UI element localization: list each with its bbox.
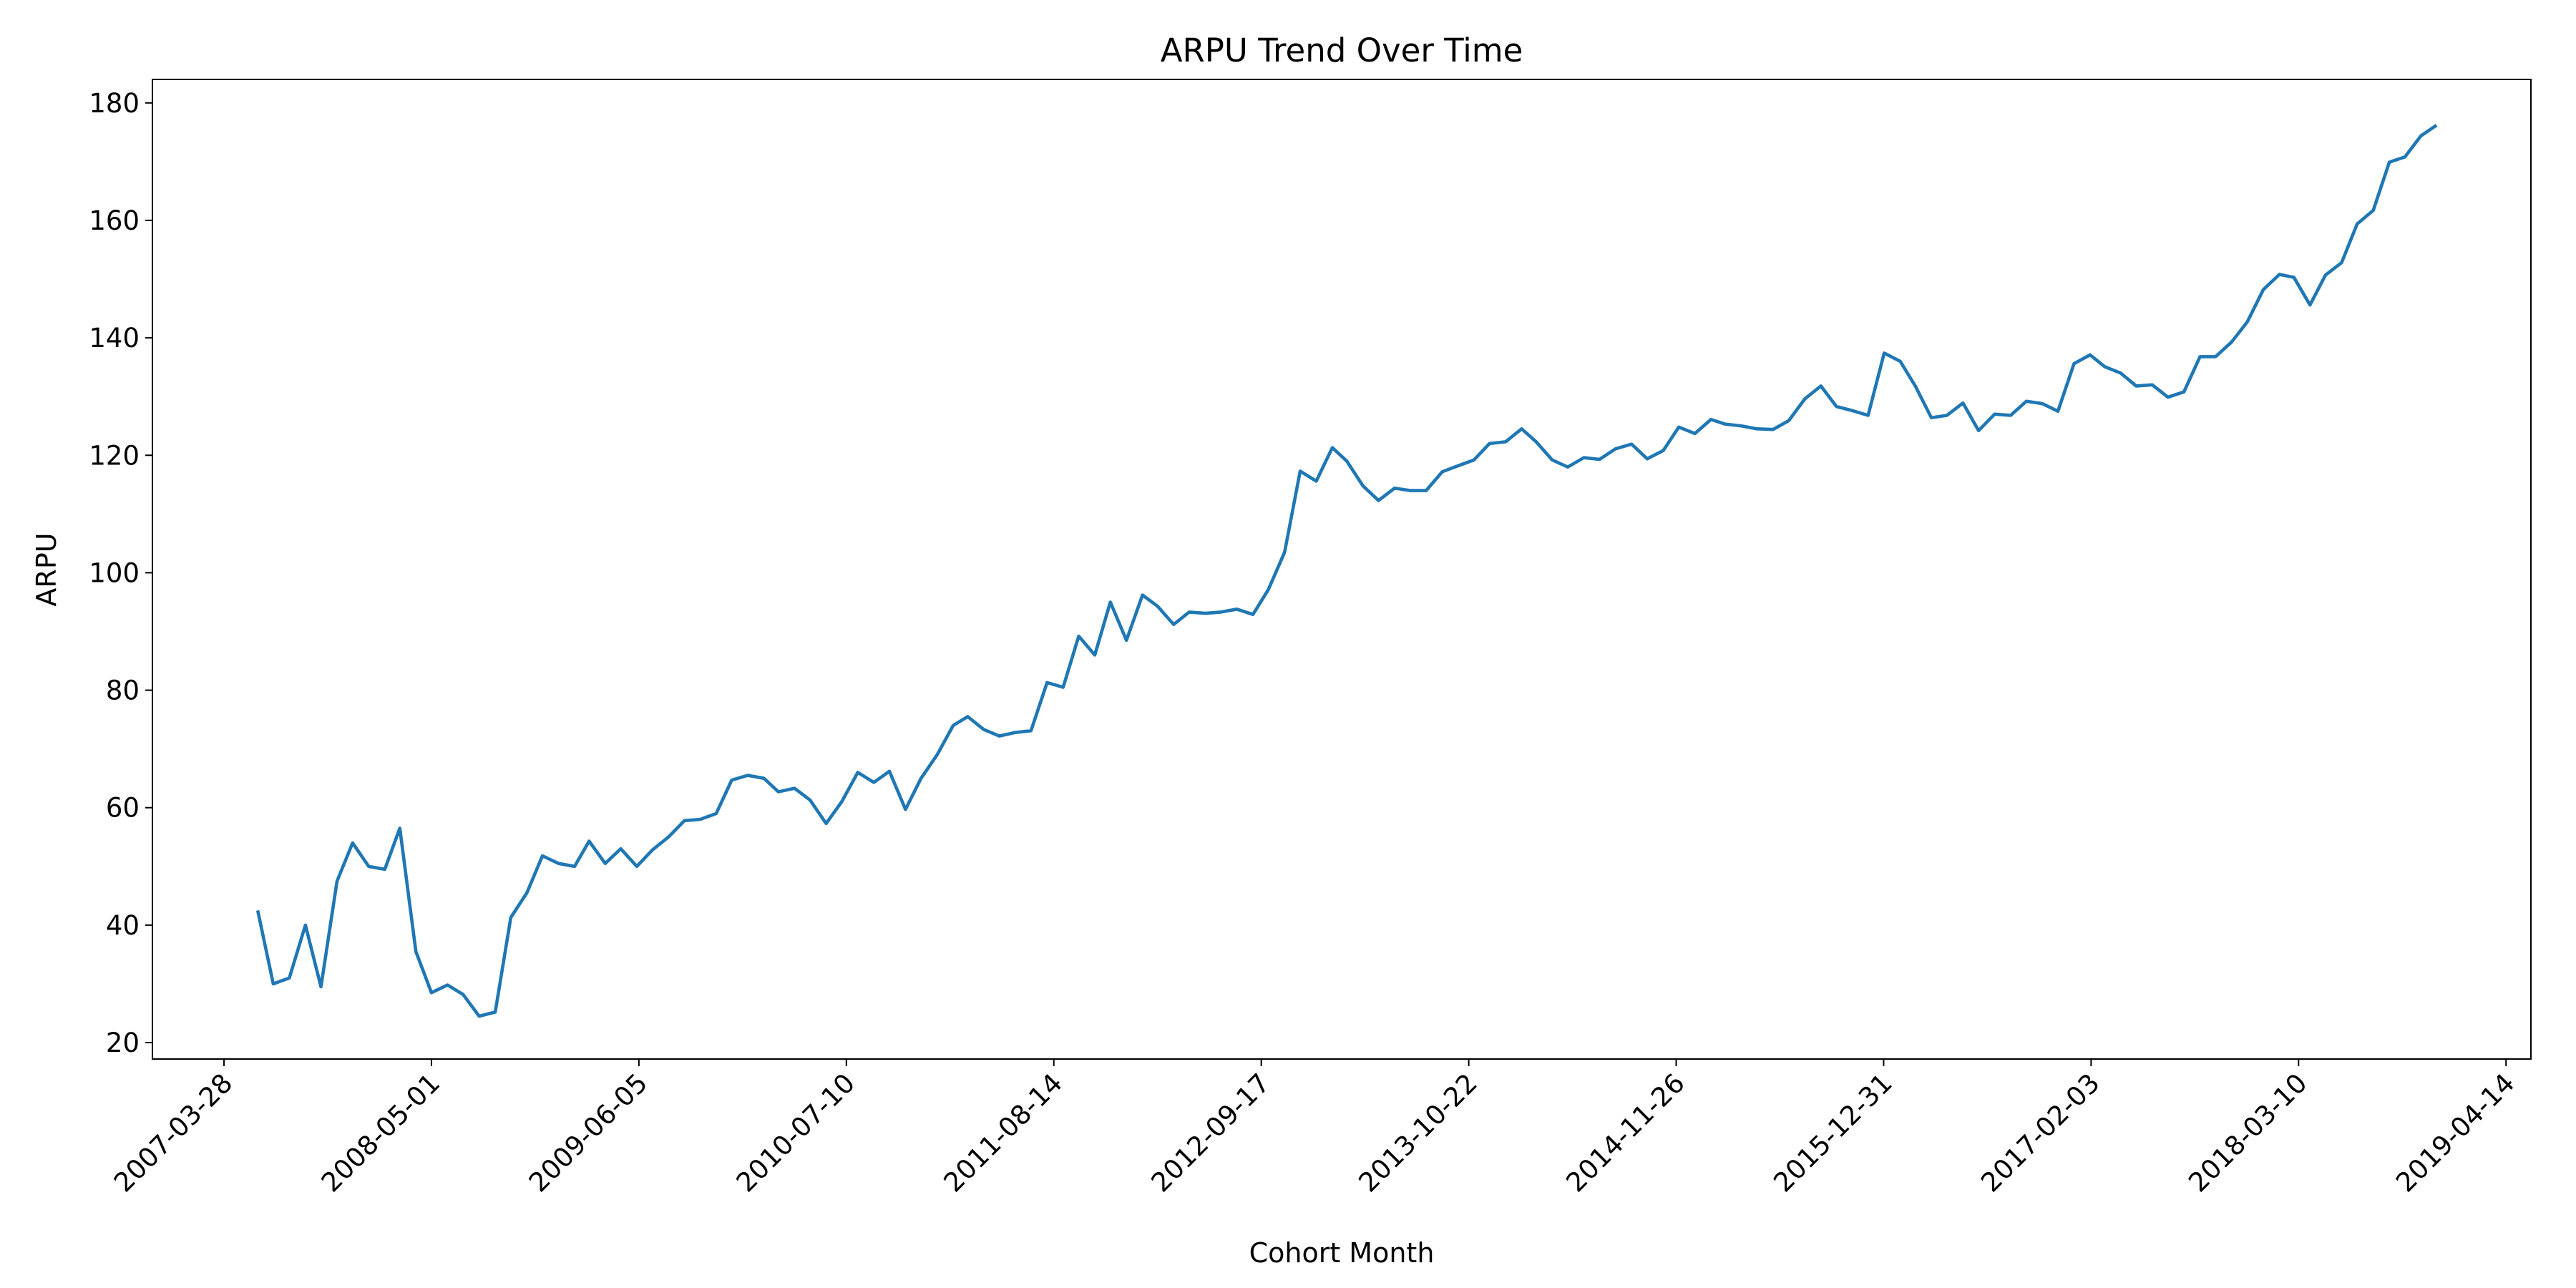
y-tick-label: 180 — [89, 88, 140, 119]
plot-frame — [152, 79, 2532, 1060]
y-tick-label: 20 — [106, 1028, 140, 1058]
data-line — [255, 124, 2438, 1018]
y-tick-label: 100 — [89, 557, 140, 588]
y-tick-label: 140 — [89, 323, 140, 353]
y-tick-label: 160 — [89, 205, 140, 236]
chart-title: ARPU Trend Over Time — [1161, 31, 1523, 69]
y-tick-label: 80 — [106, 675, 140, 706]
y-tick-label: 120 — [89, 440, 140, 471]
y-tick-label: 60 — [106, 793, 140, 824]
y-axis-label: ARPU — [31, 532, 62, 606]
x-axis-label: Cohort Month — [1249, 1237, 1435, 1269]
y-tick-label: 40 — [106, 910, 140, 941]
